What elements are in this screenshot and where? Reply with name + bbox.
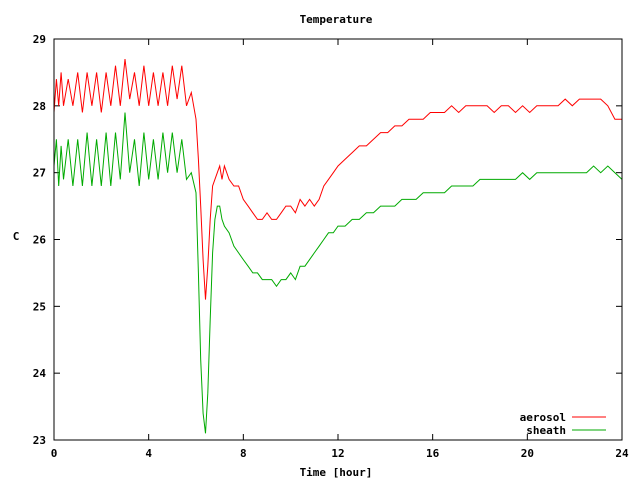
y-axis-label: C [13, 230, 20, 243]
y-tick-label: 23 [33, 434, 46, 447]
plot-frame [53, 38, 623, 441]
x-tick-label: 16 [426, 447, 440, 460]
y-tick-label: 29 [33, 33, 46, 46]
x-tick-label: 4 [145, 447, 152, 460]
x-axis-label: Time [hour] [300, 466, 373, 479]
x-tick-label: 8 [240, 447, 247, 460]
x-tick-label: 24 [615, 447, 629, 460]
series-group [53, 59, 623, 434]
legend-label-aerosol: aerosol [520, 411, 566, 424]
y-tick-label: 27 [33, 167, 46, 180]
legend-label-sheath: sheath [526, 424, 566, 437]
y-tick-label: 25 [33, 300, 46, 313]
y-tick-label: 28 [33, 100, 46, 113]
chart-title: Temperature [300, 13, 373, 26]
series-line-sheath [53, 112, 623, 434]
x-tick-label: 20 [521, 447, 534, 460]
series-line-aerosol [53, 59, 622, 300]
x-tick-label: 0 [51, 447, 58, 460]
y-tick-label: 24 [33, 367, 47, 380]
y-tick-label: 26 [33, 234, 47, 247]
x-tick-label: 12 [331, 447, 344, 460]
